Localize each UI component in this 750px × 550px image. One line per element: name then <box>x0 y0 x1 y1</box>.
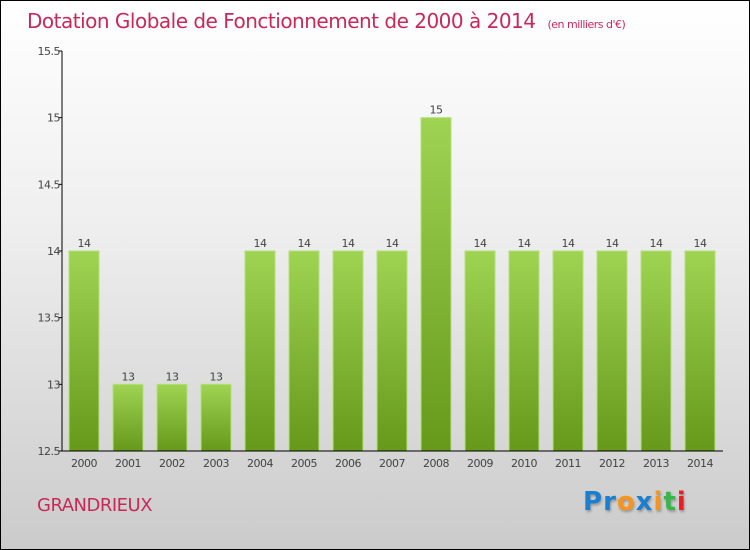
data-label-2011: 14 <box>562 237 575 250</box>
unit-label: (en milliers d'€) <box>547 18 626 31</box>
bar-2008 <box>420 117 452 452</box>
y-tick-15: 15 <box>47 112 60 125</box>
y-tick-14.5: 14.5 <box>38 178 61 191</box>
y-tick-13: 13 <box>47 378 60 391</box>
x-tick-2008: 2008 <box>423 457 449 470</box>
data-label-2007: 14 <box>386 237 399 250</box>
data-label-2013: 14 <box>650 237 663 250</box>
bar-2010 <box>508 250 540 452</box>
data-label-2001: 13 <box>122 370 135 383</box>
data-label-2000: 14 <box>78 237 91 250</box>
data-label-2006: 14 <box>342 237 355 250</box>
logo-letter: r <box>603 487 617 517</box>
bar-2002 <box>156 383 188 452</box>
bar-2001 <box>112 383 144 452</box>
x-tick-2005: 2005 <box>291 457 317 470</box>
y-tick-15.5: 15.5 <box>38 45 61 58</box>
x-tick-2002: 2002 <box>159 457 185 470</box>
x-tick-2012: 2012 <box>599 457 625 470</box>
data-label-2004: 14 <box>254 237 267 250</box>
x-tick-2007: 2007 <box>379 457 405 470</box>
logo-letter: t <box>663 487 677 517</box>
bar-2012 <box>596 250 628 452</box>
data-label-2008: 15 <box>430 104 443 117</box>
bar-2011 <box>552 250 584 452</box>
bar-2003 <box>200 383 232 452</box>
data-label-2014: 14 <box>694 237 707 250</box>
logo-letter: P <box>583 487 604 517</box>
x-tick-2006: 2006 <box>335 457 361 470</box>
x-tick-2001: 2001 <box>115 457 141 470</box>
chart-title: Dotation Globale de Fonctionnement de 20… <box>27 9 626 33</box>
logo-letter: o <box>616 487 636 517</box>
bar-2014 <box>684 250 716 452</box>
bar-2009 <box>464 250 496 452</box>
proxiti-logo: Proxiti <box>583 487 687 517</box>
bar-2006 <box>332 250 364 452</box>
title-text: Dotation Globale de Fonctionnement de 20… <box>27 9 536 33</box>
y-tick-13.5: 13.5 <box>38 312 61 325</box>
bar-2005 <box>288 250 320 452</box>
y-tick-14: 14 <box>47 245 60 258</box>
data-label-2003: 13 <box>210 370 223 383</box>
x-tick-2013: 2013 <box>643 457 669 470</box>
x-tick-2014: 2014 <box>687 457 713 470</box>
y-tick-12.5: 12.5 <box>38 445 61 458</box>
data-label-2005: 14 <box>298 237 311 250</box>
data-label-2002: 13 <box>166 370 179 383</box>
data-label-2009: 14 <box>474 237 487 250</box>
logo-letter: i <box>653 487 664 517</box>
x-tick-2010: 2010 <box>511 457 537 470</box>
x-tick-2011: 2011 <box>555 457 581 470</box>
data-label-2010: 14 <box>518 237 531 250</box>
logo-letter: i <box>676 487 687 517</box>
bar-2013 <box>640 250 672 452</box>
bar-2007 <box>376 250 408 452</box>
x-tick-2003: 2003 <box>203 457 229 470</box>
bar-2004 <box>244 250 276 452</box>
data-label-2012: 14 <box>606 237 619 250</box>
bar-2000 <box>68 250 100 452</box>
x-tick-2009: 2009 <box>467 457 493 470</box>
commune-name: GRANDRIEUX <box>37 495 153 516</box>
x-tick-2000: 2000 <box>71 457 97 470</box>
logo-letter: x <box>635 487 654 517</box>
x-tick-2004: 2004 <box>247 457 273 470</box>
